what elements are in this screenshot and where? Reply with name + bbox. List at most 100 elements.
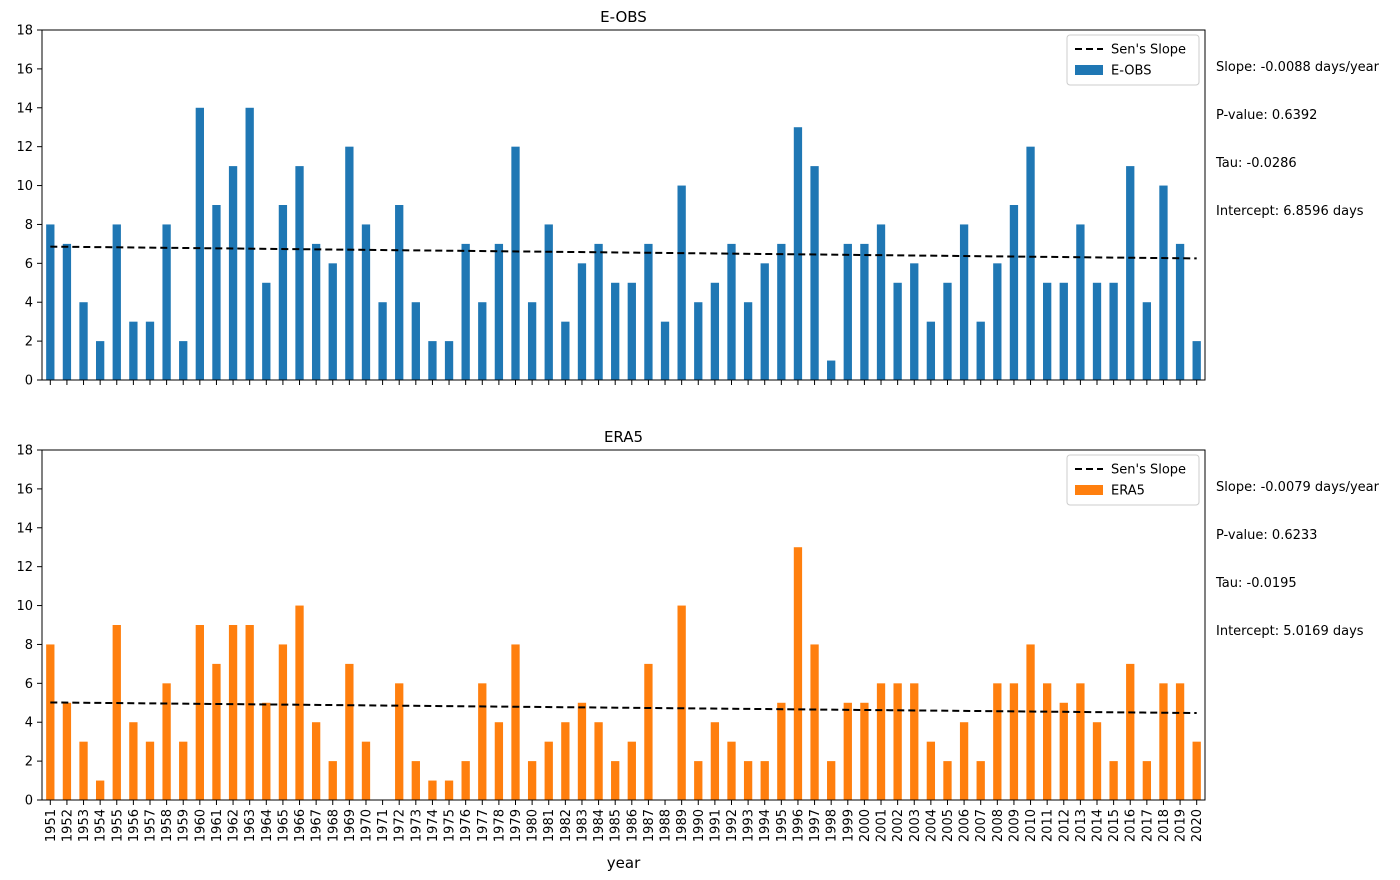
- bar: [195, 107, 204, 381]
- chart-title: E-OBS: [600, 8, 647, 26]
- bar: [1126, 166, 1135, 380]
- bar: [959, 722, 969, 800]
- bar: [527, 761, 537, 800]
- stats-intercept: Intercept: 6.8596 days: [1216, 204, 1364, 219]
- x-tick-label: 2018: [1157, 809, 1172, 842]
- bar: [1159, 185, 1168, 380]
- bar: [1076, 224, 1085, 380]
- x-tick-label: 1981: [542, 809, 557, 842]
- bar: [577, 702, 587, 800]
- bar: [843, 243, 852, 380]
- x-tick-label: 1970: [359, 809, 374, 842]
- bar: [228, 166, 238, 380]
- bar: [461, 243, 470, 380]
- y-tick-label: 12: [16, 140, 33, 155]
- x-tick-label: 1995: [775, 809, 790, 842]
- bar: [162, 224, 171, 380]
- bar: [62, 243, 72, 380]
- legend-bar-label: ERA5: [1111, 484, 1145, 499]
- x-tick-label: 1993: [742, 809, 757, 842]
- x-tick-label: 1964: [260, 809, 275, 842]
- bar: [461, 761, 470, 800]
- bar: [561, 321, 570, 380]
- bar: [444, 341, 454, 380]
- x-tick-label: 2008: [991, 809, 1006, 842]
- bar: [627, 741, 636, 800]
- x-tick-label: 2016: [1124, 809, 1139, 842]
- bar: [295, 605, 304, 800]
- bar: [993, 263, 1002, 380]
- trend-line: [50, 245, 1197, 260]
- x-tick-label: 1984: [592, 809, 607, 842]
- bar: [395, 683, 404, 800]
- bar: [1009, 205, 1019, 380]
- x-tick-label: 1979: [509, 809, 524, 842]
- bar: [245, 107, 254, 381]
- x-tick-label: 2002: [891, 809, 906, 842]
- bar: [743, 302, 753, 380]
- bar: [129, 321, 138, 380]
- stats-tau: Tau: -0.0195: [1216, 576, 1297, 591]
- bar: [1109, 282, 1118, 380]
- bar: [511, 644, 520, 800]
- y-tick-label: 4: [25, 296, 33, 311]
- legend: Sen's Slope E-OBS: [1066, 34, 1200, 86]
- stats-box-eobs: Slope: -0.0088 days/year P-value: 0.6392…: [1216, 28, 1379, 236]
- bar: [411, 302, 420, 380]
- x-tick-label: 1977: [476, 809, 491, 842]
- x-tick-label: 1987: [642, 809, 657, 842]
- x-tick-label: 2019: [1174, 809, 1189, 842]
- bar: [577, 263, 587, 380]
- bar: [195, 625, 204, 800]
- bar: [710, 722, 720, 800]
- bar: [179, 341, 188, 380]
- x-tick-label: 1996: [791, 809, 806, 842]
- bar: [311, 722, 321, 800]
- x-tick-label: 1985: [609, 809, 624, 842]
- bar: [311, 243, 321, 380]
- x-axis-label: year: [607, 854, 641, 872]
- x-tick-label: 1957: [143, 809, 158, 842]
- bar: [810, 166, 819, 380]
- bar: [727, 243, 736, 380]
- bar: [627, 282, 636, 380]
- x-tick-label: 2014: [1091, 809, 1106, 842]
- x-tick-label: 1967: [310, 809, 325, 842]
- bar: [594, 243, 603, 380]
- x-tick-label: 2015: [1107, 809, 1122, 842]
- bar: [694, 302, 703, 380]
- y-tick-label: 16: [16, 482, 33, 497]
- bar: [544, 741, 553, 800]
- stats-intercept: Intercept: 5.0169 days: [1216, 624, 1364, 639]
- bar: [361, 741, 371, 800]
- y-tick-label: 8: [25, 218, 33, 233]
- bar: [810, 644, 819, 800]
- y-tick-label: 10: [16, 599, 33, 614]
- bar: [694, 761, 703, 800]
- bar: [145, 321, 155, 380]
- bar: [129, 722, 138, 800]
- bar: [677, 185, 686, 380]
- stats-pvalue: P-value: 0.6392: [1216, 108, 1318, 123]
- bar: [378, 302, 387, 380]
- bar: [428, 341, 437, 380]
- x-tick-label: 1992: [725, 809, 740, 842]
- x-tick-label: 1952: [60, 809, 75, 842]
- x-tick-label: 2001: [875, 809, 890, 842]
- x-tick-label: 1998: [825, 809, 840, 842]
- bar: [594, 722, 603, 800]
- x-tick-label: 1966: [293, 809, 308, 842]
- bar: [860, 702, 869, 800]
- bar: [145, 741, 155, 800]
- bar: [1092, 282, 1102, 380]
- bar: [295, 166, 304, 380]
- bar: [511, 146, 520, 380]
- bar: [1076, 683, 1085, 800]
- bar: [62, 702, 72, 800]
- bar: [777, 702, 786, 800]
- bar: [710, 282, 720, 380]
- bar: [46, 644, 55, 800]
- y-tick-label: 8: [25, 638, 33, 653]
- stats-slope: Slope: -0.0079 days/year: [1216, 480, 1379, 495]
